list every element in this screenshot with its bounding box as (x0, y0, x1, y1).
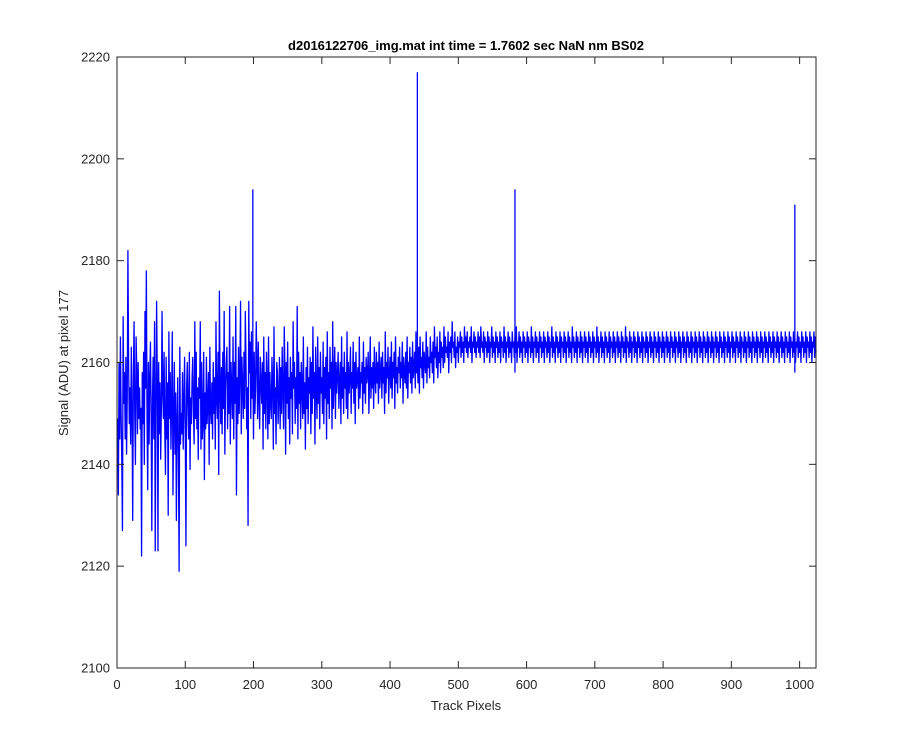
y-tick-label: 2140 (81, 457, 110, 472)
series-line-0 (117, 249, 817, 572)
y-axis-label: Signal (ADU) at pixel 177 (56, 290, 71, 436)
x-axis-label: Track Pixels (431, 698, 502, 713)
x-tick-label: 800 (652, 677, 674, 692)
y-tick-label: 2160 (81, 355, 110, 370)
y-axis: 2100 2120 2140 2160 2180 2200 2220 (81, 50, 816, 676)
x-tick-label: 1000 (785, 677, 814, 692)
x-tick-label: 900 (721, 677, 743, 692)
axes-box (116, 56, 817, 669)
x-tick-label: 600 (516, 677, 538, 692)
x-tick-label: 500 (447, 677, 469, 692)
x-axis: 0 100 200 300 400 500 600 700 800 900 1000 (113, 57, 814, 692)
y-tick-label: 2180 (81, 253, 110, 268)
x-tick-label: 700 (584, 677, 606, 692)
y-tick-label: 2120 (81, 559, 110, 574)
x-tick-label: 0 (113, 677, 120, 692)
chart-title: d2016122706_img.mat int time = 1.7602 se… (288, 38, 644, 53)
x-tick-label: 200 (243, 677, 265, 692)
y-tick-label: 2220 (81, 50, 110, 65)
y-tick-label: 2200 (81, 151, 110, 166)
y-tick-label: 2100 (81, 661, 110, 676)
x-tick-label: 300 (311, 677, 333, 692)
plot-area (116, 56, 817, 669)
x-tick-label: 100 (174, 677, 196, 692)
x-tick-label: 400 (379, 677, 401, 692)
